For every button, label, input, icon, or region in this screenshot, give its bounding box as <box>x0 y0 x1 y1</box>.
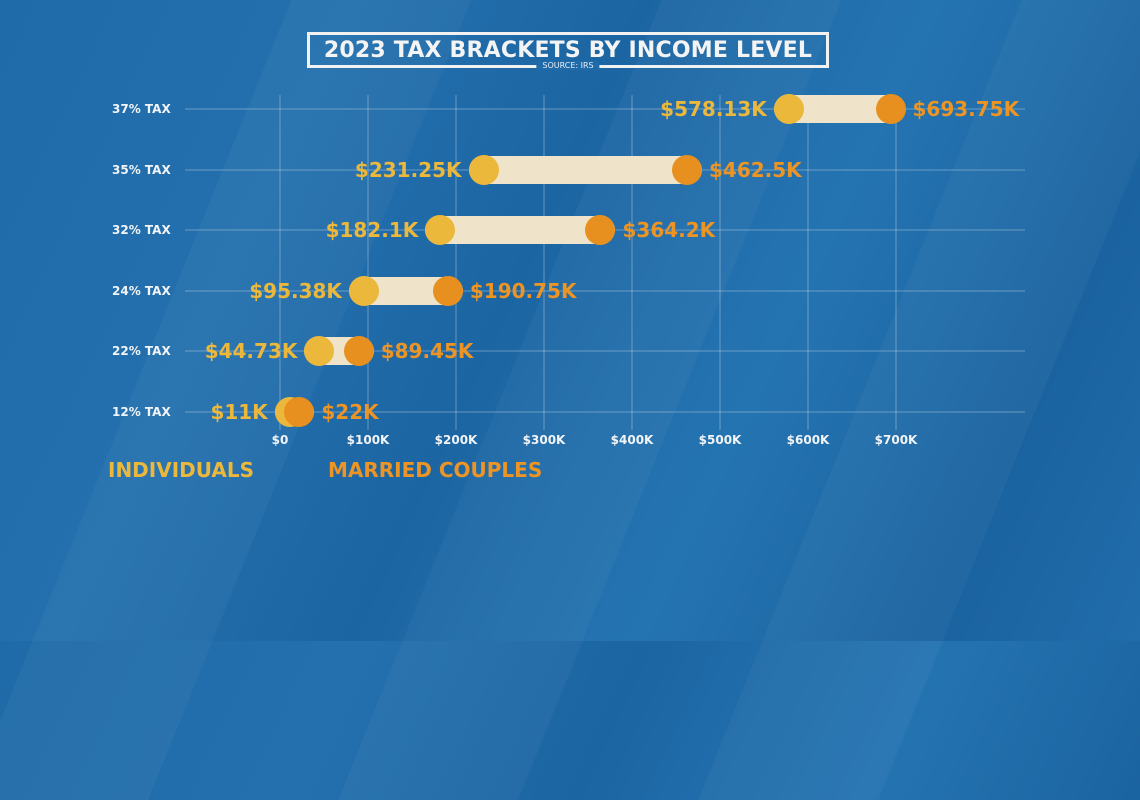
gridline-vertical <box>631 95 633 430</box>
x-tick-label: $500K <box>698 433 742 447</box>
married-marker <box>672 155 702 185</box>
bracket-label: 32% TAX <box>112 223 171 237</box>
bracket-label: 35% TAX <box>112 163 171 177</box>
married-value: $190.75K <box>469 279 577 303</box>
x-tick-label: $700K <box>874 433 918 447</box>
individual-value: $231.25K <box>354 158 462 182</box>
range-bar <box>468 156 702 184</box>
bracket-label: 12% TAX <box>112 405 171 419</box>
gridline-vertical <box>279 95 281 430</box>
married-marker <box>343 336 374 366</box>
gridline-vertical <box>719 95 721 430</box>
bracket-label: 37% TAX <box>112 102 171 116</box>
legend-married-couples: MARRIED COUPLES <box>328 458 543 482</box>
range-bar <box>425 216 616 244</box>
individual-marker <box>468 155 499 185</box>
married-value: $462.5K <box>709 158 802 182</box>
gridline-horizontal <box>185 350 1025 352</box>
chart-source: SOURCE: IRS <box>536 61 600 70</box>
title-box: 2023 TAX BRACKETS BY INCOME LEVEL SOURCE… <box>307 32 829 70</box>
x-tick-label: $100K <box>346 433 390 447</box>
married-value: $22K <box>321 400 379 424</box>
married-value: $693.75K <box>912 97 1020 121</box>
individual-marker <box>773 94 804 124</box>
individual-value: $578.13K <box>660 97 767 121</box>
gridline-vertical <box>367 95 369 430</box>
x-tick-label: $300K <box>522 433 566 447</box>
married-marker <box>284 397 315 427</box>
married-marker <box>875 94 906 124</box>
gridline-vertical <box>895 95 897 430</box>
chart-title: 2023 TAX BRACKETS BY INCOME LEVEL <box>323 38 813 63</box>
individual-marker <box>304 336 335 366</box>
gridline-vertical <box>807 95 809 430</box>
gridline-horizontal <box>185 411 1025 413</box>
married-value: $364.2K <box>622 218 716 242</box>
individual-marker <box>348 276 379 306</box>
x-tick-label: $600K <box>786 433 830 447</box>
gridline-vertical <box>455 95 457 430</box>
gridline-vertical <box>543 95 545 430</box>
married-marker <box>585 215 616 245</box>
x-tick-label: $0 <box>271 433 289 447</box>
individual-marker <box>425 215 456 245</box>
individual-value: $11K <box>210 400 268 424</box>
legend-individuals: INDIVIDUALS <box>108 458 254 482</box>
individual-value: $95.38K <box>249 279 342 303</box>
individual-value: $182.1K <box>325 218 419 242</box>
bracket-label: 22% TAX <box>112 344 171 358</box>
x-tick-label: $200K <box>434 433 478 447</box>
married-marker <box>432 276 463 306</box>
x-tick-label: $400K <box>610 433 654 447</box>
bracket-label: 24% TAX <box>112 284 171 298</box>
individual-value: $44.73K <box>204 339 298 363</box>
gridline-horizontal <box>185 290 1025 292</box>
married-value: $89.45K <box>380 339 474 363</box>
gridline-horizontal <box>185 108 1025 110</box>
